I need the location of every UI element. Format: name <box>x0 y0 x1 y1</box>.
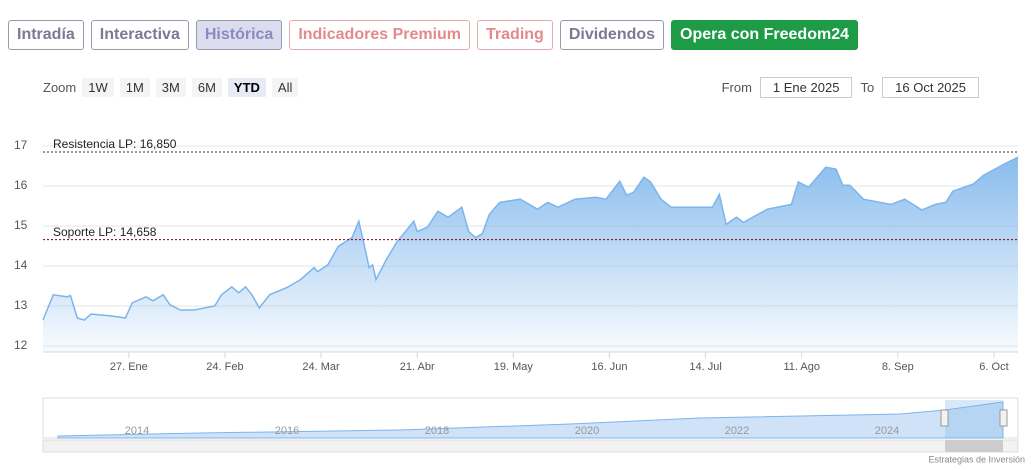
y-tick-label: 13 <box>14 298 28 312</box>
from-input[interactable]: 1 Ene 2025 <box>759 77 853 98</box>
navigator-label: 2016 <box>275 425 299 437</box>
x-tick-label: 16. Jun <box>591 361 627 373</box>
navigator-window[interactable] <box>945 400 1003 438</box>
tabs: Intradía Interactiva Histórica Indicadores … <box>8 20 858 50</box>
x-tick-label: 19. May <box>494 361 534 373</box>
y-tick-label: 16 <box>14 178 28 192</box>
x-tick-label: 11. Ago <box>783 361 820 373</box>
annotation-label: Soporte LP: 14,658 <box>53 225 157 239</box>
scrollbar[interactable] <box>42 439 1019 453</box>
zoom-button[interactable]: 1M <box>119 78 150 97</box>
range: From 1 Ene 2025 To 16 Oct 2025 <box>722 77 979 98</box>
zoom: Zoom 1W 1M 3M 6M YTD All <box>43 78 299 97</box>
zoom-label: Zoom <box>43 80 77 95</box>
to-label: To <box>860 80 875 95</box>
line <box>42 156 1019 321</box>
x-tick-label: 24. Mar <box>302 361 340 373</box>
navigator-label: 2020 <box>575 425 599 437</box>
navigator-handle[interactable] <box>999 409 1008 427</box>
tab[interactable]: Indicadores Premium <box>289 20 471 50</box>
plot: 12 13 14 15 16 17 27. Ene 24. Feb 24. Mar 21. Abr… <box>14 137 1019 373</box>
tab[interactable]: Opera con Freedom24 <box>671 20 858 50</box>
tab[interactable]: Trading <box>477 20 553 50</box>
credit: Estrategias de Inversión <box>928 454 1025 464</box>
navigator-label: 2014 <box>125 425 149 437</box>
navigator-label: 2018 <box>425 425 449 437</box>
tab[interactable]: Interactiva <box>90 20 189 50</box>
from-label: From <box>721 80 752 95</box>
x-tick-label: 27. Ene <box>110 361 148 373</box>
tab[interactable]: Intradía <box>8 20 84 50</box>
zoom-button[interactable]: All <box>271 78 299 97</box>
y-tick-label: 14 <box>14 258 28 272</box>
x-tick-label: 8. Sep <box>882 361 914 373</box>
to-input[interactable]: 16 Oct 2025 <box>882 77 979 98</box>
zoom-button[interactable]: 6M <box>191 78 222 97</box>
x-tick-label: 6. Oct <box>979 361 1008 373</box>
zoom-button[interactable]: 1W <box>82 78 114 97</box>
y-tick-label: 17 <box>14 138 28 152</box>
tab[interactable]: Dividendos <box>559 20 665 50</box>
navigator-label: 2024 <box>875 425 899 437</box>
zoom-button[interactable]: YTD <box>227 78 266 97</box>
annotation-label: Resistencia LP: 16,850 <box>53 137 177 151</box>
navigator-handle[interactable] <box>940 409 949 427</box>
x-tick-label: 21. Abr <box>400 361 435 373</box>
navigator-label: 2022 <box>725 425 749 437</box>
area <box>43 157 1018 352</box>
x-tick-label: 14. Jul <box>689 361 721 373</box>
x-tick-label: 24. Feb <box>206 361 243 373</box>
navigator-area <box>57 401 1004 439</box>
zoom-button[interactable]: 3M <box>155 78 186 97</box>
y-tick-label: 12 <box>14 338 28 352</box>
tab[interactable]: Histórica <box>195 20 283 50</box>
y-tick-label: 15 <box>14 218 28 232</box>
scrollbar-thumb[interactable] <box>945 440 1003 452</box>
